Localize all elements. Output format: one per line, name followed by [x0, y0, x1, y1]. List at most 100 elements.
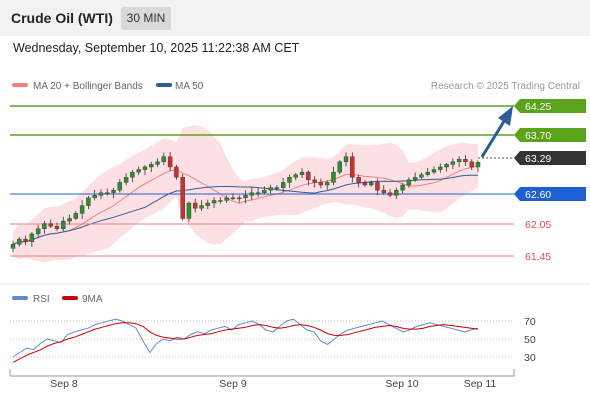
ma9-line [12, 322, 479, 363]
candle-body [274, 187, 280, 189]
candle-body [149, 164, 154, 168]
ma20-legend-label: MA 20 + Bollinger Bands [33, 81, 143, 92]
ma50-legend-label: MA 50 [175, 81, 204, 92]
tag-6329-label: 63.29 [525, 153, 551, 165]
rsi-line [12, 318, 479, 358]
candle-body [469, 161, 474, 168]
candle-body [67, 218, 72, 222]
candle-body [48, 223, 53, 227]
candle-body [343, 156, 349, 163]
tag-6145-label: 61.45 [525, 251, 551, 263]
candle-body [456, 159, 462, 163]
candle-body [375, 182, 380, 191]
candle-body [61, 220, 66, 229]
candle-body [318, 182, 324, 186]
candle-body [105, 192, 110, 194]
tag-6260-label: 62.60 [525, 189, 551, 201]
candle-body [92, 195, 97, 199]
candle-body [362, 182, 368, 186]
candle-body [412, 177, 418, 181]
candle-body [331, 171, 336, 183]
candle-body [463, 159, 468, 163]
ma20-legend-swatch [12, 83, 28, 87]
candle-body [42, 223, 47, 229]
candle-body [230, 197, 236, 200]
candle-body [268, 187, 273, 191]
candle-body [387, 192, 393, 196]
x-tick-sep10: Sep 10 [385, 378, 418, 390]
candle-body [73, 213, 79, 219]
rsi-tick-70: 70 [524, 316, 536, 328]
candle-body [174, 166, 179, 178]
candle-body [167, 156, 173, 168]
x-tick-sep11: Sep 11 [464, 378, 497, 390]
candle-body [155, 161, 160, 165]
candle-body [142, 166, 148, 170]
candle-body [394, 189, 399, 196]
ma9-legend-label: 9MA [82, 294, 103, 305]
timestamp: Wednesday, September 10, 2025 11:22:38 A… [13, 41, 300, 55]
candle-body [243, 195, 248, 199]
rsi-tick-30: 30 [524, 352, 536, 364]
candle-body [356, 177, 361, 183]
candle-body [237, 197, 242, 200]
candle-body [368, 182, 374, 186]
candle-body [312, 179, 317, 183]
x-tick-sep9: Sep 9 [219, 378, 247, 390]
candles-group [10, 151, 481, 253]
candle-body [211, 200, 217, 204]
candle-body [438, 166, 443, 170]
candle-body [350, 156, 355, 178]
tag-6205-label: 62.05 [525, 219, 551, 231]
chart-header: Crude Oil (WTI) 30 MIN [0, 0, 590, 36]
rsi-legend-swatch [12, 296, 28, 300]
candle-body [23, 238, 28, 242]
projection-arrow-head [498, 106, 513, 126]
candle-body [17, 238, 22, 245]
candle-body [337, 161, 342, 173]
projection-arrow-shaft [480, 117, 508, 158]
timeframe-badge[interactable]: 30 MIN [121, 7, 171, 30]
candle-body [29, 233, 35, 242]
candle-body [193, 202, 198, 209]
tag-6260: 62.60 [514, 187, 586, 201]
candle-body [136, 169, 141, 173]
tag-6370: 63.70 [514, 128, 586, 142]
tag-6370-label: 63.70 [525, 130, 551, 142]
candle-body [262, 189, 267, 193]
candle-body [431, 169, 437, 173]
candle-body [218, 200, 223, 202]
candle-body [444, 164, 449, 168]
candle-body [280, 182, 286, 188]
tag-6329: 63.29 [514, 151, 586, 165]
candle-body [35, 228, 41, 235]
candle-body [98, 192, 104, 196]
candle-body [161, 156, 167, 163]
instrument-title: Crude Oil (WTI) [11, 10, 113, 26]
candle-body [293, 174, 298, 178]
tag-6425: 64.25 [514, 99, 586, 113]
candle-body [425, 171, 430, 175]
candle-body [10, 244, 16, 249]
rsi-tick-50: 50 [524, 334, 536, 346]
tag-6425-label: 64.25 [525, 101, 551, 113]
candle-body [249, 192, 254, 196]
candle-body [205, 202, 211, 206]
candle-body [381, 189, 386, 193]
candle-body [400, 184, 405, 191]
candle-body [419, 174, 424, 178]
candle-body [306, 171, 311, 181]
ma50-legend-swatch [156, 83, 172, 87]
candle-body [224, 197, 229, 201]
candle-body [324, 182, 330, 186]
ma9-legend-swatch [62, 296, 78, 300]
candle-body [199, 205, 204, 209]
research-credit: Research © 2025 Trading Central [431, 81, 580, 92]
candle-body [450, 161, 456, 165]
candle-body [86, 197, 91, 206]
candle-body [123, 177, 129, 183]
candle-body [79, 205, 85, 214]
rsi-legend-label: RSI [33, 294, 50, 305]
candle-body [180, 177, 185, 219]
